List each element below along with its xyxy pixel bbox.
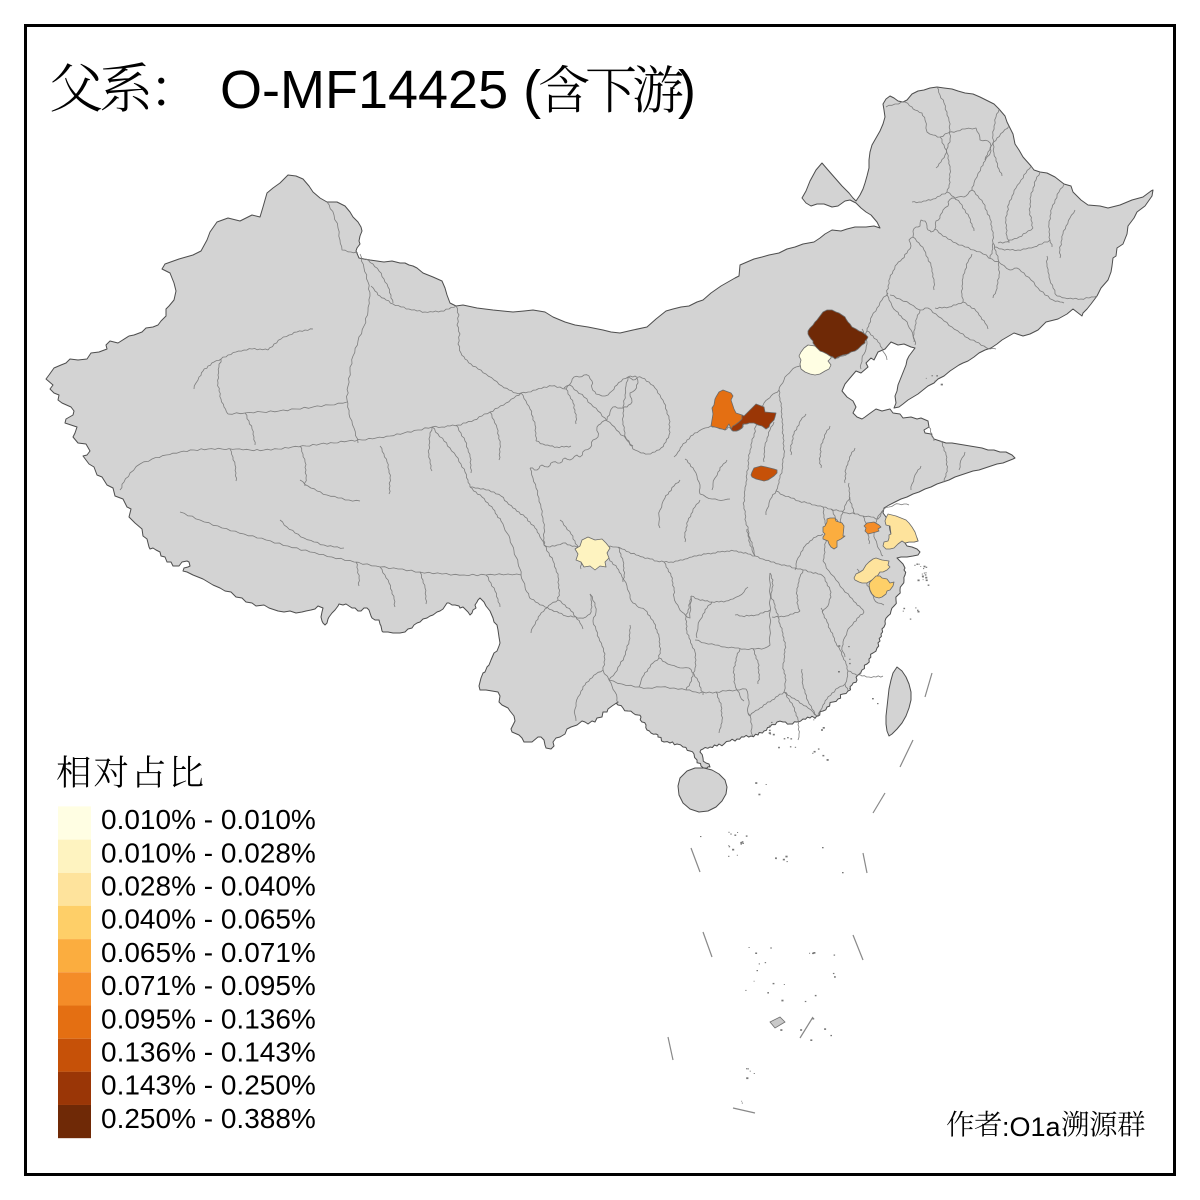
- svg-text:0.250% - 0.388%: 0.250% - 0.388%: [101, 1103, 316, 1134]
- svg-text:0.040% - 0.065%: 0.040% - 0.065%: [101, 904, 316, 935]
- svg-text:0.095% - 0.136%: 0.095% - 0.136%: [101, 1003, 316, 1034]
- svg-text:0.028% - 0.040%: 0.028% - 0.040%: [101, 871, 316, 902]
- svg-text::O1a: :O1a: [1002, 1112, 1062, 1142]
- svg-text:0.143% - 0.250%: 0.143% - 0.250%: [101, 1070, 316, 1101]
- svg-text:0.136% - 0.143%: 0.136% - 0.143%: [101, 1036, 316, 1067]
- svg-text:0.010% - 0.028%: 0.010% - 0.028%: [101, 837, 316, 868]
- svg-text:0.071% - 0.095%: 0.071% - 0.095%: [101, 970, 316, 1001]
- svg-text:0.010% - 0.010%: 0.010% - 0.010%: [101, 804, 316, 835]
- svg-text:O-MF14425 (: O-MF14425 (: [220, 60, 541, 120]
- svg-text:0.065% - 0.071%: 0.065% - 0.071%: [101, 937, 316, 968]
- svg-text:): ): [678, 60, 696, 120]
